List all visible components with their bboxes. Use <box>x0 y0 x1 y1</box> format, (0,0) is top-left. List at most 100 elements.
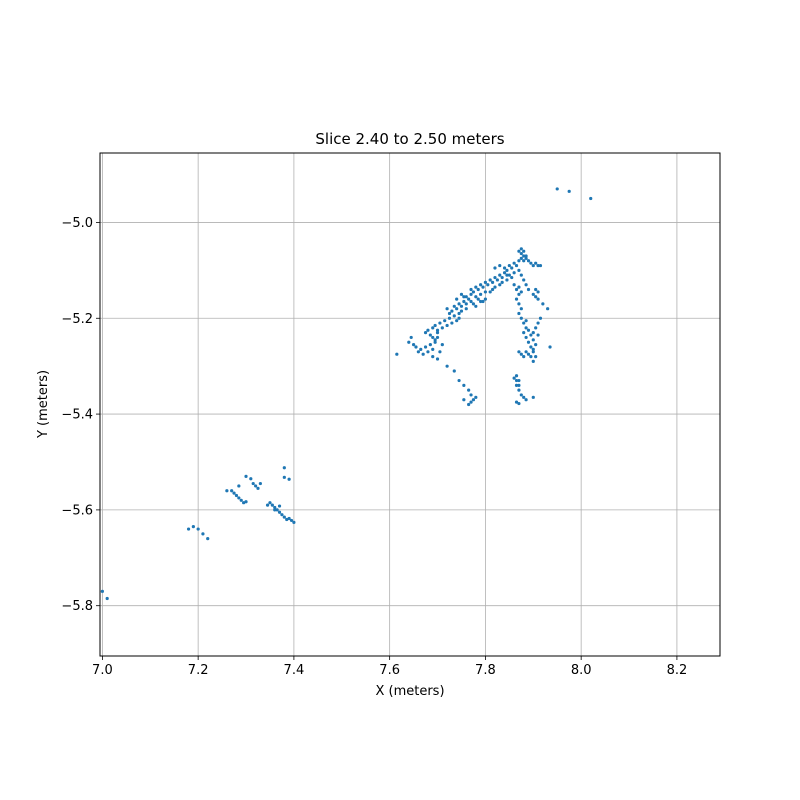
scatter-point <box>534 343 538 347</box>
scatter-point <box>514 287 519 292</box>
scatter-point <box>524 283 528 287</box>
scatter-point <box>490 287 495 292</box>
scatter-point <box>464 295 468 299</box>
scatter-point <box>258 481 262 486</box>
scatter-point <box>522 259 526 263</box>
scatter-point <box>512 376 516 380</box>
x-tick-label: 7.2 <box>188 663 209 678</box>
scatter-point <box>524 335 528 340</box>
scatter-point <box>519 252 523 256</box>
scatter-point <box>474 295 478 299</box>
scatter-point <box>275 508 279 512</box>
scatter-point <box>534 261 538 265</box>
scatter-point <box>237 496 241 500</box>
scatter-point <box>519 247 523 251</box>
x-tick-label: 7.6 <box>379 663 400 678</box>
scatter-point <box>105 596 109 601</box>
scatter-point <box>414 345 418 349</box>
scatter-point <box>522 395 526 399</box>
scatter-point <box>423 331 428 335</box>
scatter-point <box>529 261 533 265</box>
scatter-point <box>531 347 535 352</box>
scatter-point <box>467 297 471 301</box>
scatter-point <box>534 287 538 292</box>
scatter-point <box>277 510 282 514</box>
scatter-point <box>536 297 540 301</box>
scatter-point <box>450 321 454 325</box>
scatter-point <box>531 331 535 335</box>
scatter-point <box>500 280 504 284</box>
scatter-point <box>526 328 531 332</box>
scatter-point <box>462 383 466 387</box>
scatter-point <box>522 278 526 282</box>
scatter-point <box>531 292 535 296</box>
scatter-point <box>471 398 476 402</box>
scatter-point <box>428 333 432 337</box>
scatter-point <box>529 354 533 359</box>
scatter-point <box>536 321 540 325</box>
scatter-point <box>474 285 478 289</box>
scatter-point <box>287 516 291 521</box>
scatter-point <box>457 378 461 383</box>
x-tick-label: 7.8 <box>475 663 496 678</box>
scatter-point <box>244 500 248 504</box>
scatter-point <box>519 393 523 397</box>
scatter-point <box>517 383 521 387</box>
scatter-point <box>471 302 476 306</box>
scatter-point <box>531 395 535 399</box>
scatter-point <box>411 343 416 347</box>
scatter-point <box>426 328 430 332</box>
scatter-point <box>519 273 523 277</box>
scatter-point <box>431 354 435 359</box>
scatter-point <box>546 307 550 311</box>
scatter-point <box>479 299 483 304</box>
scatter-point <box>526 287 531 292</box>
scatter-point <box>469 393 473 397</box>
scatter-point <box>431 326 435 330</box>
scatter-point <box>507 273 511 277</box>
chart-title: Slice 2.40 to 2.50 meters <box>315 130 504 148</box>
scatter-point <box>428 343 432 347</box>
scatter-point <box>488 278 492 282</box>
scatter-point <box>514 263 519 268</box>
scatter-point <box>452 314 456 318</box>
scatter-point <box>517 311 521 316</box>
scatter-point <box>493 266 497 270</box>
scatter-point <box>256 486 260 490</box>
scatter-point <box>452 304 456 308</box>
scatter-point <box>206 537 210 541</box>
scatter-point <box>249 477 253 481</box>
scatter-point <box>474 395 478 399</box>
scatter-point <box>486 283 490 287</box>
x-tick-label: 7.0 <box>92 663 113 678</box>
scatter-point <box>457 316 461 320</box>
scatter-point <box>512 261 516 265</box>
scatter-point <box>514 400 519 404</box>
scatter-point <box>431 335 435 340</box>
scatter-point <box>534 295 538 299</box>
scatter-point <box>526 340 531 344</box>
scatter-point <box>479 292 483 296</box>
scatter-point <box>524 319 528 323</box>
scatter-point <box>237 484 241 488</box>
scatter-point <box>555 187 559 191</box>
scatter-point <box>435 328 440 332</box>
scatter-point <box>517 249 521 253</box>
scatter-point <box>517 268 521 272</box>
y-axis-label: Y (meters) <box>36 370 51 439</box>
scatter-point <box>505 278 509 282</box>
y-tick-label: −5.8 <box>61 599 93 614</box>
scatter-point <box>488 290 492 294</box>
scatter-point <box>524 254 528 258</box>
scatter-point <box>498 273 502 277</box>
scatter-point <box>287 477 291 481</box>
scatter-point <box>464 302 468 306</box>
scatter-point <box>529 333 533 337</box>
scatter-point <box>522 249 526 253</box>
scatter-point <box>467 388 471 392</box>
scatter-point <box>455 319 459 323</box>
scatter-point <box>517 401 521 406</box>
scatter-point <box>514 378 519 383</box>
scatter-point <box>505 273 509 277</box>
